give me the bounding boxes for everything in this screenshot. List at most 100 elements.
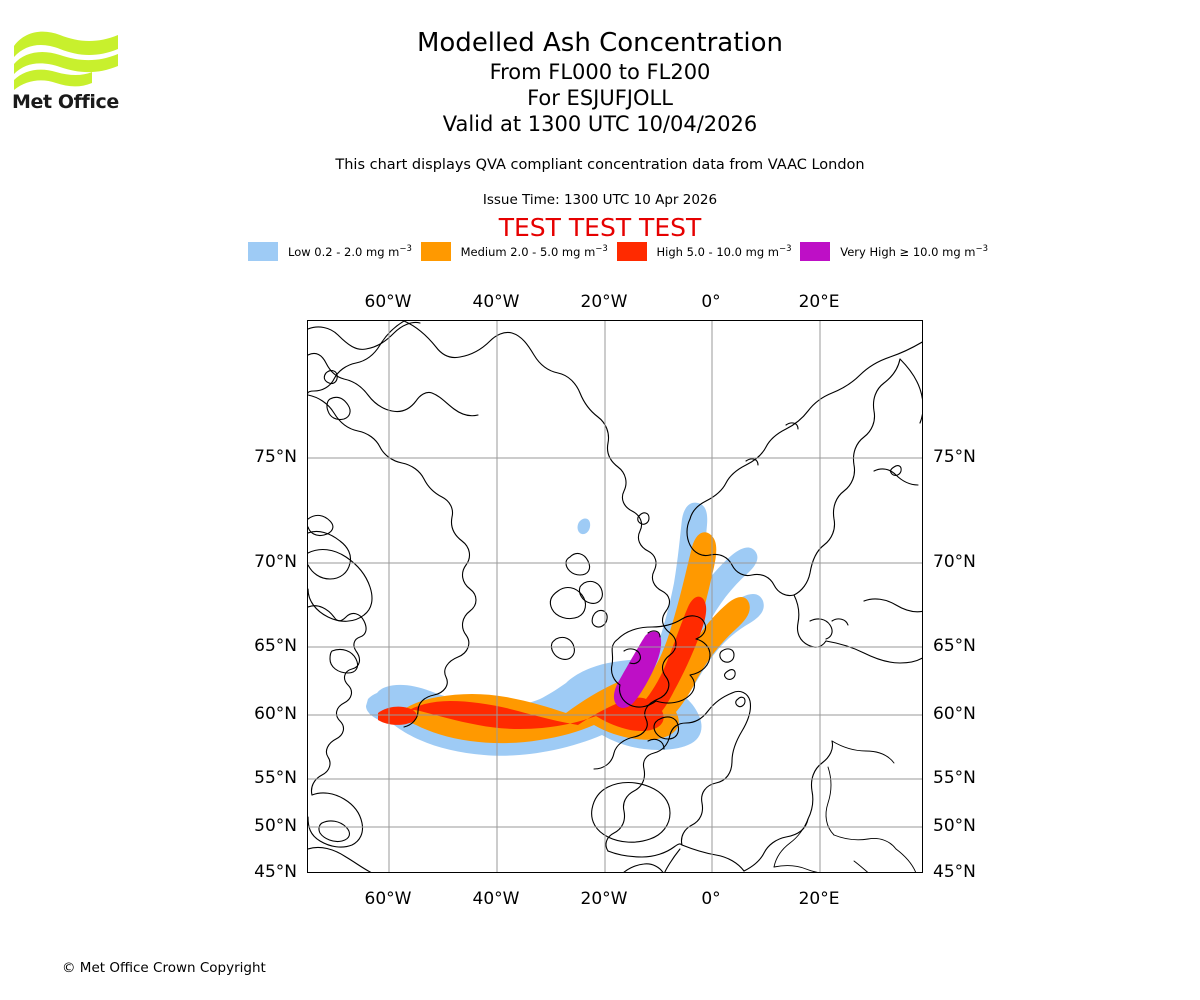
legend-swatch-medium — [420, 241, 451, 261]
lat-label-right-65n: 65°N — [933, 636, 976, 656]
lon-label-bottom-60w: 60°W — [364, 889, 412, 909]
coast-brittany — [664, 848, 681, 872]
coast-greenland-peninsula — [549, 586, 587, 620]
coast-hebrides — [653, 716, 680, 740]
lat-label-right-55n: 55°N — [933, 768, 976, 788]
test-banner: TEST TEST TEST — [498, 213, 702, 242]
lat-label-left-75n: 75°N — [254, 447, 297, 467]
lon-label-top-40w: 40°W — [472, 292, 520, 312]
coast-iceland-fjord-nw — [623, 648, 641, 665]
legend-high: High 5.0 - 10.0 mg m−3 — [616, 240, 792, 262]
coast-greenland-island-2 — [578, 580, 603, 604]
lat-label-left-70n: 70°N — [254, 552, 297, 572]
plume-contour-very-high — [613, 631, 662, 708]
chart-strapline: This chart displays QVA compliant concen… — [335, 157, 865, 173]
lon-label-top-20w: 20°W — [580, 292, 628, 312]
coastlines — [308, 321, 922, 872]
coast-norway-west — [689, 341, 922, 520]
coast-biscay — [623, 863, 664, 872]
ash-plume-contours — [366, 502, 764, 756]
lon-label-bottom-20e: 20°E — [798, 889, 840, 909]
border-germany-west — [773, 818, 809, 868]
copyright-notice: © Met Office Crown Copyright — [62, 960, 266, 976]
lon-label-top-20e: 20°E — [798, 292, 840, 312]
legend-very-high: Very High ≥ 10.0 mg m−3 — [800, 240, 988, 262]
coast-finland-north — [899, 358, 922, 424]
map-graticule — [308, 321, 922, 872]
met-office-logo-text: Met Office — [12, 91, 119, 113]
coast-baltic-east — [863, 598, 922, 613]
coast-ireland — [591, 781, 671, 843]
coast-greenland-east — [403, 321, 677, 770]
lon-label-bottom-20w: 20°W — [580, 889, 628, 909]
lon-label-top-0: 0° — [701, 292, 721, 312]
coast-iceland-fjord-n — [647, 630, 661, 638]
coast-sweden-east — [793, 358, 901, 596]
coast-arctic-island — [323, 370, 338, 385]
chart-title-block: Modelled Ash Concentration From FL000 to… — [0, 28, 1200, 137]
lat-label-right-50n: 50°N — [933, 816, 976, 836]
page-title: Modelled Ash Concentration — [416, 28, 784, 58]
met-office-wave-mark — [14, 31, 118, 90]
map-frame — [307, 320, 923, 873]
coast-scotland-isles — [647, 738, 665, 750]
coast-english-channel — [681, 844, 745, 872]
coast-ungava — [308, 548, 373, 622]
coast-britain-west — [605, 692, 733, 852]
border-alps — [773, 865, 818, 872]
map-canvas — [308, 321, 922, 872]
coast-lofoten — [785, 422, 799, 430]
coast-greenland-west — [308, 394, 477, 728]
lon-label-top-60w: 60°W — [364, 292, 412, 312]
border-poland-north — [831, 740, 895, 764]
coast-iceland — [610, 615, 711, 708]
lat-label-right-45n: 45°N — [933, 862, 976, 882]
legend-label-medium: Medium 2.0 - 5.0 mg m−3 — [460, 243, 608, 259]
plume-fleck-northeast — [577, 518, 591, 535]
coast-devon-island — [326, 396, 351, 421]
coast-nova-scotia — [308, 846, 372, 872]
coast-baffin-north — [308, 352, 479, 417]
legend-swatch-high — [616, 241, 647, 261]
coast-greenland-bay — [550, 636, 575, 660]
coast-faroe-islands — [735, 696, 746, 708]
coast-greenland-northwest — [308, 321, 405, 394]
plume-contour-high-sw — [378, 706, 417, 725]
lon-label-bottom-40w: 40°W — [472, 889, 520, 909]
coast-bear-island — [889, 465, 902, 476]
country-borders — [773, 740, 917, 872]
legend-low: Low 0.2 - 2.0 mg m−3 — [248, 240, 412, 262]
title-flight-levels: From FL000 to FL200 — [489, 60, 711, 84]
border-hungary — [895, 848, 917, 872]
legend-label-high: High 5.0 - 10.0 mg m−3 — [656, 243, 792, 259]
lat-label-right-70n: 70°N — [933, 552, 976, 572]
legend-swatch-very-high — [800, 241, 831, 261]
coast-ellesmere — [308, 321, 421, 350]
lat-label-left-55n: 55°N — [254, 768, 297, 788]
lat-label-right-60n: 60°N — [933, 704, 976, 724]
border-czech-south — [833, 834, 897, 850]
coast-baltic-north — [873, 468, 919, 486]
coast-baltic-south — [825, 640, 922, 664]
lat-label-right-75n: 75°N — [933, 447, 976, 467]
lat-label-left-65n: 65°N — [254, 636, 297, 656]
coast-norway-islands — [745, 458, 759, 466]
coast-greenland-fjord-island — [565, 552, 591, 576]
lat-label-left-45n: 45°N — [254, 862, 297, 882]
legend-medium: Medium 2.0 - 5.0 mg m−3 — [420, 240, 608, 262]
coast-britain-east — [680, 690, 752, 846]
lat-label-left-50n: 50°N — [254, 816, 297, 836]
coast-island-small — [329, 648, 359, 674]
met-office-logo: Met Office — [12, 24, 122, 114]
coast-labrador-east — [308, 605, 367, 796]
concentration-legend: Low 0.2 - 2.0 mg m−3 Medium 2.0 - 5.0 mg… — [248, 240, 988, 262]
coast-gulf-st-lawrence — [318, 820, 351, 843]
lon-label-bottom-0: 0° — [701, 889, 721, 909]
coast-hudson-north — [308, 514, 334, 537]
coast-zealand — [809, 618, 833, 640]
legend-swatch-low — [248, 241, 278, 261]
legend-label-very-high: Very High ≥ 10.0 mg m−3 — [840, 243, 989, 259]
issue-time-label: Issue Time: 1300 UTC 10 Apr 2026 — [482, 192, 718, 208]
coast-norway-south — [686, 518, 795, 597]
legend-label-low: Low 0.2 - 2.0 mg m−3 — [288, 243, 412, 259]
